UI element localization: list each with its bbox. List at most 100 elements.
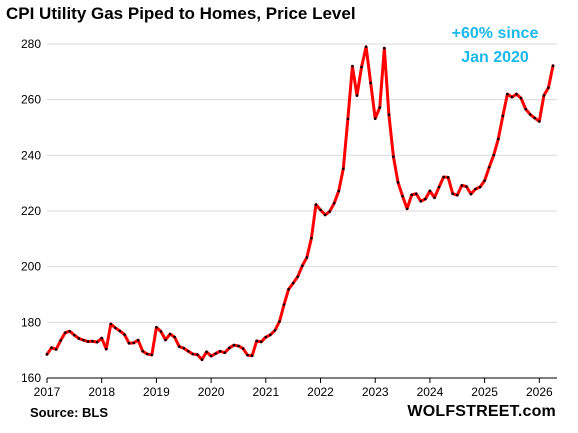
data-point-62	[328, 210, 331, 213]
x-tick-label-2017: 2017	[34, 385, 61, 399]
x-tick-label-2021: 2021	[252, 385, 279, 399]
data-point-32	[191, 352, 195, 356]
data-point-79	[405, 207, 409, 211]
data-point-83	[424, 197, 427, 201]
data-point-52	[282, 303, 286, 306]
data-point-10	[91, 339, 94, 343]
data-point-97	[487, 166, 491, 169]
data-point-103	[515, 92, 518, 96]
data-point-61	[323, 213, 327, 217]
data-point-78	[401, 194, 404, 198]
data-point-77	[396, 181, 400, 184]
series-line-0	[45, 45, 555, 362]
data-point-21	[141, 349, 145, 353]
data-point-111	[551, 64, 555, 68]
chart-annotation: +60% since Jan 2020	[436, 22, 554, 70]
annotation-line-1: +60% since	[451, 25, 539, 42]
data-point-18	[127, 341, 131, 345]
data-point-88	[446, 176, 450, 179]
x-tick-label-2025: 2025	[471, 385, 498, 399]
data-point-8	[82, 338, 85, 342]
data-point-28	[173, 335, 176, 339]
data-point-70	[364, 45, 368, 49]
data-point-89	[451, 192, 455, 196]
data-point-3	[59, 339, 62, 342]
data-point-81	[414, 192, 418, 196]
data-point-87	[442, 175, 445, 179]
data-point-45	[250, 354, 254, 358]
data-point-86	[437, 185, 441, 189]
data-point-20	[136, 338, 140, 342]
series-layer	[45, 45, 555, 362]
y-tick-label-240: 240	[21, 148, 41, 162]
data-point-33	[196, 353, 199, 356]
data-point-23	[150, 353, 154, 357]
data-point-60	[319, 208, 322, 212]
data-point-30	[182, 346, 186, 350]
data-point-85	[433, 196, 436, 199]
data-point-15	[114, 326, 117, 330]
data-point-31	[187, 349, 190, 353]
data-point-73	[378, 106, 382, 109]
data-point-14	[109, 322, 113, 326]
data-point-19	[132, 341, 135, 345]
data-point-38	[218, 349, 222, 353]
data-point-110	[547, 86, 550, 89]
data-point-54	[291, 281, 295, 285]
y-tick-label-260: 260	[21, 93, 41, 107]
data-point-93	[469, 192, 473, 196]
data-point-105	[524, 107, 527, 111]
data-point-17	[123, 333, 126, 336]
data-point-75	[387, 113, 391, 116]
y-tick-label-220: 220	[21, 204, 41, 218]
y-tick-label-160: 160	[21, 371, 41, 385]
data-point-74	[383, 46, 386, 50]
data-point-4	[63, 331, 67, 334]
x-tick-label-2023: 2023	[362, 385, 389, 399]
data-point-42	[237, 344, 240, 348]
data-point-69	[360, 65, 363, 69]
data-point-5	[68, 329, 72, 333]
data-point-84	[428, 189, 432, 193]
x-tick-label-2020: 2020	[198, 385, 225, 399]
data-point-35	[205, 350, 208, 354]
data-point-44	[246, 353, 249, 357]
data-point-41	[232, 343, 236, 347]
x-tick-label-2019: 2019	[143, 385, 170, 399]
data-point-25	[159, 330, 163, 333]
data-point-107	[533, 116, 537, 120]
data-point-82	[419, 199, 423, 203]
data-point-43	[241, 347, 245, 350]
data-point-24	[155, 326, 158, 329]
data-point-58	[310, 236, 313, 240]
data-point-55	[296, 275, 300, 278]
axes	[46, 377, 557, 383]
data-point-53	[287, 287, 290, 291]
data-point-99	[497, 137, 500, 141]
y-tick-label-200: 200	[21, 260, 41, 274]
x-tick-label-2024: 2024	[417, 385, 444, 399]
data-point-65	[342, 167, 345, 170]
data-point-98	[492, 153, 496, 157]
data-point-16	[118, 329, 122, 333]
data-point-101	[506, 92, 509, 96]
data-point-9	[86, 340, 90, 343]
data-point-104	[519, 96, 523, 100]
data-point-22	[145, 352, 149, 356]
data-point-36	[209, 354, 213, 358]
annotation-line-2: Jan 2020	[461, 49, 529, 66]
data-point-46	[255, 339, 258, 343]
data-point-11	[95, 340, 99, 344]
data-point-95	[478, 185, 482, 189]
data-point-39	[223, 351, 227, 354]
data-point-1	[50, 346, 53, 349]
y-tick-labels: 160 180 200 220 240 260 280	[21, 37, 41, 385]
data-point-72	[373, 117, 377, 120]
data-point-64	[337, 189, 341, 193]
data-point-50	[273, 329, 277, 332]
data-point-26	[164, 338, 167, 342]
data-point-59	[314, 203, 318, 206]
data-point-66	[346, 117, 350, 121]
x-tick-labels: 2017 2018 2019 2020 2021 2022 2023 2024 2025 2026	[34, 385, 553, 399]
